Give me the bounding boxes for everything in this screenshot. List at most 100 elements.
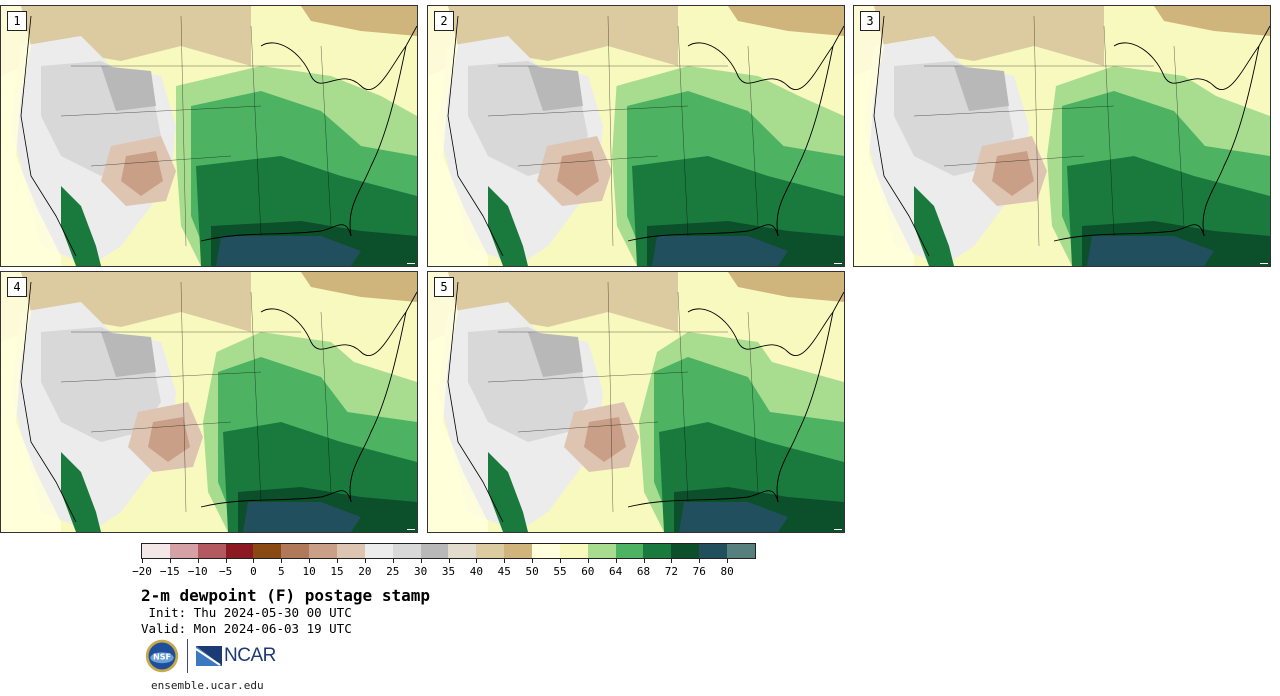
colorbar-tick [169,559,171,563]
colorbar-tick-label: −15 [159,565,180,578]
colorbar-tick [727,559,729,563]
colorbar-tick [504,559,506,563]
colorbar-tick [559,559,561,563]
colorbar-swatch [225,544,254,558]
colorbar-swatch [727,544,755,558]
colorbar-tick-label: −10 [187,565,208,578]
colorbar-tick-label: 30 [414,565,428,578]
map-tick [407,263,415,264]
colorbar-tick-label: 40 [469,565,483,578]
colorbar-tick-label: −20 [132,565,152,578]
colorbar-swatch [559,544,588,558]
colorbar-tick [337,559,339,563]
logo-divider [187,639,188,673]
colorbar-tick [142,559,143,563]
colorbar-tick-label: 0 [250,565,257,578]
valid-time: Valid: Mon 2024-06-03 19 UTC [141,621,352,636]
colorbar-swatch [169,544,198,558]
colorbar-tick-label: 68 [636,565,651,578]
colorbar-tick-label: 60 [581,565,595,578]
colorbar-tick-label: −5 [218,565,233,578]
colorbar-tick [420,559,422,563]
dewpoint-map [428,6,844,266]
colorbar-tick-label: 80 [720,565,734,578]
colorbar-swatch [392,544,421,558]
colorbar-tick [197,559,199,563]
colorbar-tick-label: 25 [386,565,400,578]
chart-title: 2-m dewpoint (F) postage stamp [141,586,430,605]
colorbar-swatch [504,544,533,558]
colorbar-tick-label: 72 [664,565,679,578]
colorbar-swatch [364,544,393,558]
postage-stamp-panel[interactable]: 3 [853,5,1271,267]
colorbar-tick-label: 20 [358,565,372,578]
colorbar-swatch [448,544,477,558]
ncar-logo: NCAR [196,645,276,667]
colorbar-tick [671,559,673,563]
nsf-logo-text: NSF [153,652,171,662]
logos: NSF NCAR [143,638,276,674]
postage-stamp-panel[interactable]: 5 [427,271,845,533]
colorbar-swatch [587,544,616,558]
footer-url: ensemble.ucar.edu [151,679,264,692]
colorbar-tick-label: 15 [330,565,344,578]
postage-stamp-panel[interactable]: 1 [0,5,418,267]
dewpoint-map [854,6,1270,266]
map-tick [834,529,842,530]
colorbar-swatch [337,544,365,558]
colorbar-swatch [615,544,644,558]
colorbar-tick-label: 45 [497,565,511,578]
dewpoint-map [1,272,417,532]
member-label: 3 [860,11,880,31]
colorbar-swatch [281,544,310,558]
map-tick [834,263,842,264]
dewpoint-map [428,272,844,532]
colorbar-tick [448,559,450,563]
colorbar-swatch [476,544,505,558]
colorbar-tick [309,559,311,563]
colorbar-tick [587,559,589,563]
colorbar-swatch [197,544,226,558]
colorbar-tick [253,559,255,563]
colorbar-swatch [532,544,560,558]
map-tick [1260,263,1268,264]
colorbar-swatch [671,544,700,558]
colorbar-tick-label: 76 [692,565,706,578]
ncar-mark-icon [196,646,222,666]
colorbar-swatches [141,543,756,559]
colorbar-tick [643,559,645,563]
postage-stamp-panel[interactable]: 4 [0,271,418,533]
colorbar-tick [615,559,617,563]
member-label: 1 [7,11,27,31]
colorbar-tick-label: 64 [609,565,623,578]
dewpoint-map [1,6,417,266]
colorbar-tick [225,559,227,563]
colorbar-tick [699,559,701,563]
colorbar-tick [364,559,366,563]
colorbar-tick-label: 35 [441,565,456,578]
colorbar-tick-label: 5 [278,565,285,578]
colorbar-tick-label: 10 [302,565,316,578]
colorbar-tick [392,559,394,563]
colorbar-swatch [142,544,170,558]
init-time: Init: Thu 2024-05-30 00 UTC [141,605,352,620]
colorbar-tick [532,559,534,563]
member-label: 5 [434,277,454,297]
map-tick [407,529,415,530]
colorbar-ticks: −20 −15 −10 −5 0 5 10 15 20 25 30 35 40 45 50 55 60 64 68 7… [132,559,756,579]
member-label: 2 [434,11,454,31]
colorbar-tick [281,559,283,563]
colorbar-swatch [253,544,282,558]
colorbar: −20 −15 −10 −5 0 5 10 15 20 25 30 35 40 45 50 55 60 64 68 7… [132,543,756,579]
colorbar-swatch [420,544,449,558]
postage-stamp-panel[interactable]: 2 [427,5,845,267]
colorbar-swatch [309,544,338,558]
member-label: 4 [7,277,27,297]
colorbar-tick-label: 55 [553,565,567,578]
colorbar-swatch [699,544,728,558]
colorbar-tick [476,559,478,563]
colorbar-tick-label: 50 [525,565,539,578]
nsf-logo: NSF [145,639,179,673]
colorbar-swatch [643,544,672,558]
ncar-logo-text: NCAR [224,645,276,666]
